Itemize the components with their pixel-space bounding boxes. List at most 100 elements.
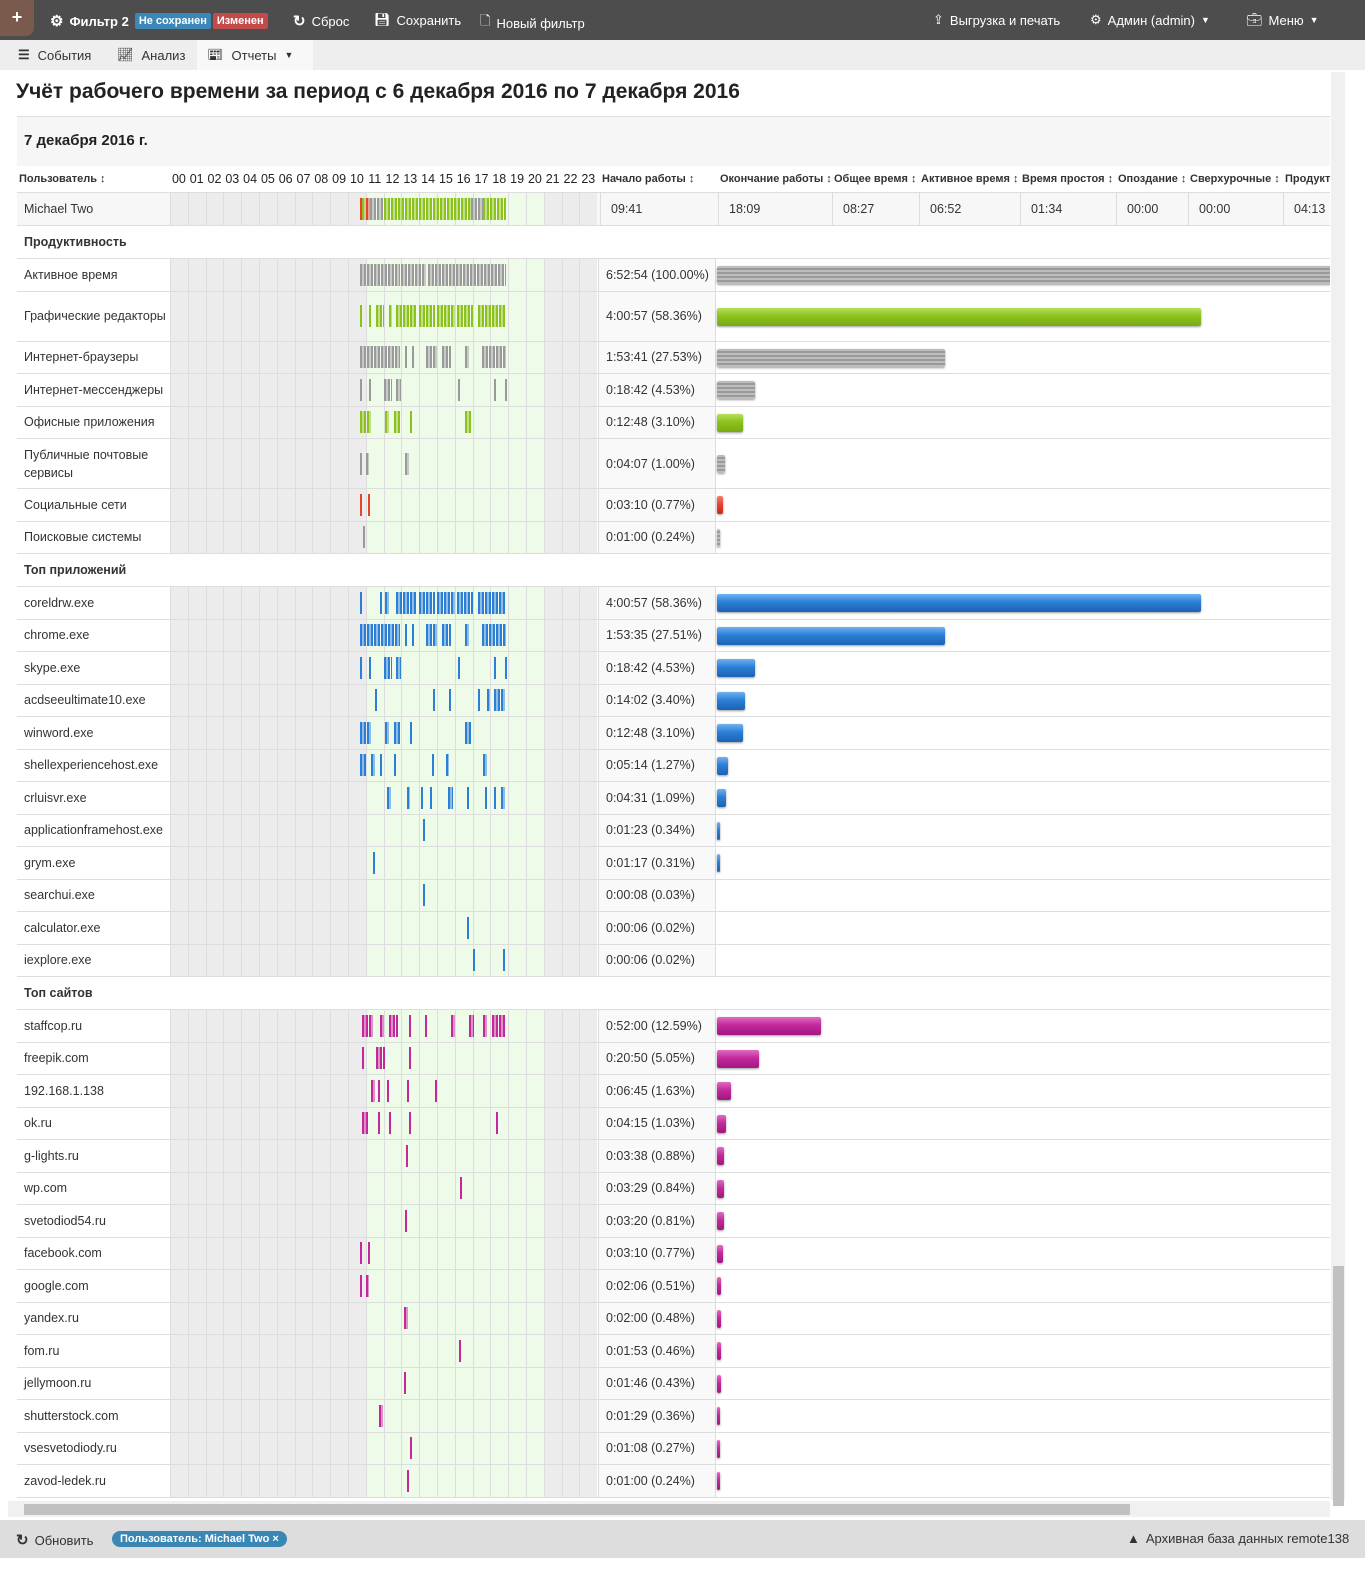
list-item[interactable]: shellexperiencehost.exe 0:05:14 (1.27%) (17, 749, 1330, 782)
list-item[interactable]: facebook.com 0:03:10 (0.77%) (17, 1237, 1330, 1270)
list-item[interactable]: Публичные почтовые сервисы 0:04:07 (1.00%… (17, 439, 1330, 489)
list-item[interactable]: g-lights.ru 0:03:38 (0.88%) (17, 1140, 1330, 1173)
activity-segment (359, 305, 362, 327)
activity-segment (481, 346, 507, 369)
column-header-active[interactable]: Активное время ↕ (921, 173, 1019, 185)
user-row[interactable]: Michael Two 09:41 18:09 08:27 06:52 01:34 00:0… (17, 193, 1330, 226)
list-item[interactable]: yandex.ru 0:02:00 (0.48%) (17, 1302, 1330, 1335)
save-button[interactable]: 💾︎ Сохранить (374, 12, 461, 28)
hour-column (508, 1400, 526, 1432)
column-header-start[interactable]: Начало работы ↕ (602, 173, 695, 185)
hour-column (241, 374, 259, 406)
hour-column (170, 1237, 188, 1269)
admin-menu[interactable]: ⚙ Админ (admin) ▼ (1090, 12, 1210, 28)
add-button[interactable]: + (0, 0, 34, 36)
list-item[interactable]: 192.168.1.138 0:06:45 (1.63%) (17, 1075, 1330, 1108)
filter-title[interactable]: ⚙ Фильтр 2 Не сохранен Изменен (50, 12, 268, 30)
vertical-scrollbar[interactable] (1331, 72, 1345, 1506)
column-header-productive[interactable]: Продукти (1285, 173, 1330, 185)
list-item[interactable]: winword.exe 0:12:48 (3.10%) (17, 717, 1330, 750)
export-button[interactable]: ⇪ Выгрузка и печать (933, 12, 1060, 28)
hour-column (312, 291, 331, 341)
list-item[interactable]: chrome.exe 1:53:35 (27.51%) (17, 619, 1330, 652)
list-item[interactable]: searchui.exe 0:00:08 (0.03%) (17, 879, 1330, 912)
list-item[interactable]: applicationframehost.exe 0:01:23 (0.34%) (17, 814, 1330, 847)
hour-column (543, 1237, 562, 1269)
list-item[interactable]: iexplore.exe 0:00:06 (0.02%) (17, 944, 1330, 977)
tab-reports[interactable]: 📰︎ Отчеты ▼ (197, 40, 313, 70)
list-item[interactable]: vsesvetodiody.ru 0:01:08 (0.27%) (17, 1432, 1330, 1465)
column-header-end[interactable]: Окончание работы ↕ (720, 173, 832, 185)
hour-column (437, 166, 455, 192)
hour-label: 14 (421, 172, 436, 186)
new-filter-button[interactable]: 🗋 Новый фильтр (480, 12, 585, 34)
hour-column (472, 912, 491, 944)
activity-segment (385, 721, 389, 744)
column-header-idle[interactable]: Время простоя ↕ (1022, 173, 1114, 185)
hour-column (543, 944, 562, 976)
hour-column (170, 1270, 188, 1302)
filter-chip[interactable]: Пользователь: Michael Two × (112, 1531, 287, 1547)
list-item[interactable]: Графические редакторы 4:00:57 (58.36%) (17, 291, 1330, 342)
hour-column (365, 749, 384, 781)
list-item[interactable]: Интернет-мессенджеры 0:18:42 (4.53%) (17, 374, 1330, 407)
list-item[interactable]: ok.ru 0:04:15 (1.03%) (17, 1107, 1330, 1140)
hour-column (170, 1367, 188, 1399)
list-item[interactable]: Поисковые системы 0:01:00 (0.24%) (17, 521, 1330, 554)
hour-column (490, 1107, 509, 1139)
main-menu[interactable]: 💼︎ Меню ▼ (1246, 12, 1319, 28)
list-item[interactable]: crluisvr.exe 0:04:31 (1.09%) (17, 782, 1330, 815)
hour-column (561, 1172, 580, 1204)
hour-column (170, 587, 188, 619)
hour-column (170, 912, 188, 944)
tab-analysis[interactable]: 📈︎ Анализ (107, 40, 195, 70)
hour-column (526, 912, 544, 944)
list-item[interactable]: grym.exe 0:01:17 (0.31%) (17, 847, 1330, 880)
hour-label: 16 (456, 172, 471, 186)
list-item[interactable]: Социальные сети 0:03:10 (0.77%) (17, 489, 1330, 522)
list-item[interactable]: staffcop.ru 0:52:00 (12.59%) (17, 1010, 1330, 1043)
column-header-overtime[interactable]: Сверхурочные ↕ (1190, 173, 1280, 185)
horizontal-scroll-thumb[interactable] (24, 1504, 1130, 1515)
hour-column (454, 1237, 473, 1269)
list-item[interactable]: google.com 0:02:06 (0.51%) (17, 1270, 1330, 1303)
user-name[interactable]: Michael Two (24, 202, 94, 216)
hour-label: 08 (314, 172, 329, 186)
list-item[interactable]: wp.com 0:03:29 (0.84%) (17, 1172, 1330, 1205)
tab-events[interactable]: ☰ События (8, 40, 101, 70)
list-item[interactable]: skype.exe 0:18:42 (4.53%) (17, 652, 1330, 685)
list-item[interactable]: Офисные приложения 0:12:48 (3.10%) (17, 406, 1330, 439)
list-item[interactable]: acdseeultimate10.exe 0:14:02 (3.40%) (17, 684, 1330, 717)
activity-segment (465, 411, 471, 434)
refresh-button[interactable]: ↻ Обновить (16, 1531, 93, 1549)
list-item[interactable]: freepik.com 0:20:50 (5.05%) (17, 1042, 1330, 1075)
hour-column (454, 1270, 473, 1302)
list-item[interactable]: Активное время 6:52:54 (100.00%) (17, 259, 1330, 292)
column-header-user[interactable]: Пользователь ↕ (19, 173, 106, 185)
list-item[interactable]: jellymoon.ru 0:01:46 (0.43%) (17, 1367, 1330, 1400)
list-item[interactable]: calculator.exe 0:00:06 (0.02%) (17, 912, 1330, 945)
item-name: coreldrw.exe (24, 595, 95, 610)
list-item[interactable]: zavod-ledek.ru 0:01:00 (0.24%) (17, 1465, 1330, 1498)
reset-button[interactable]: ↻ Сброс (293, 12, 349, 30)
item-value: 0:12:48 (3.10%) (598, 717, 716, 749)
column-header-total[interactable]: Общее время ↕ (834, 173, 917, 185)
vertical-scroll-thumb[interactable] (1333, 1266, 1344, 1506)
hour-column (187, 814, 206, 846)
activity-segment (360, 1242, 363, 1265)
hour-column (472, 521, 491, 553)
column-header-late[interactable]: Опоздание ↕ (1118, 173, 1187, 185)
hour-column (365, 587, 384, 619)
list-item[interactable]: coreldrw.exe 4:00:57 (58.36%) (17, 587, 1330, 620)
list-item[interactable]: shutterstock.com 0:01:29 (0.36%) (17, 1400, 1330, 1433)
list-item[interactable]: Интернет-браузеры 1:53:41 (27.53%) (17, 341, 1330, 374)
horizontal-scrollbar[interactable] (8, 1501, 1330, 1517)
hour-column (454, 341, 473, 373)
hour-column (526, 1107, 544, 1139)
list-item[interactable]: svetodiod54.ru 0:03:20 (0.81%) (17, 1205, 1330, 1238)
close-icon[interactable]: × (272, 1533, 279, 1545)
hour-column (543, 1172, 562, 1204)
item-name: Активное время (24, 267, 118, 282)
hour-timeline (170, 1432, 598, 1464)
list-item[interactable]: fom.ru 0:01:53 (0.46%) (17, 1335, 1330, 1368)
